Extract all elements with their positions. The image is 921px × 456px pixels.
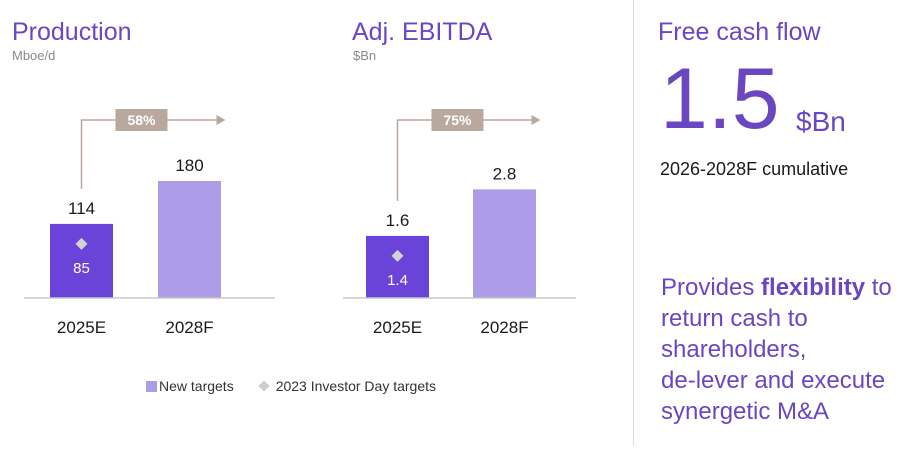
production-growth-badge xyxy=(115,109,168,131)
fcf-text-line3: shareholders, xyxy=(661,336,807,363)
ebitda-growth-badge xyxy=(431,109,484,131)
ebitda-bar-2028f xyxy=(473,189,536,298)
production-category-label: 2028F xyxy=(165,318,213,337)
ebitda-value-label: 1.6 xyxy=(386,211,410,230)
ebitda-bar-2025e xyxy=(366,235,429,298)
production-value-label: 180 xyxy=(175,156,203,175)
fcf-subtitle: 2026-2028F cumulative xyxy=(660,159,849,179)
ebitda-growth-arrowhead xyxy=(531,115,541,125)
production-growth-arrowhead xyxy=(216,115,226,125)
production-chart: 114 2025E 180 2028F 85 58% xyxy=(24,109,275,337)
panel-divider xyxy=(633,0,634,446)
ebitda-unit: $Bn xyxy=(353,48,377,63)
fcf-value: 1.5 xyxy=(660,51,780,147)
production-title: Production xyxy=(12,18,132,46)
ebitda-category-label: 2025E xyxy=(373,318,422,337)
production-category-label: 2025E xyxy=(57,318,106,337)
production-investor-day-diamond xyxy=(75,237,88,250)
fcf-text-bold: flexibility xyxy=(761,274,866,301)
legend-diamond-icon xyxy=(258,380,270,392)
legend: New targets 2023 Investor Day targets xyxy=(146,378,436,394)
ebitda-chart: 1.6 2025E 2.8 2028F 1.4 75% xyxy=(343,109,576,337)
ebitda-growth-arrow-line xyxy=(396,119,533,201)
ebitda-value-label: 2.8 xyxy=(493,164,517,183)
production-value-label: 114 xyxy=(68,199,95,218)
production-growth-label: 58% xyxy=(127,112,156,128)
production-unit: Mboe/d xyxy=(12,48,56,63)
fcf-text-line5: synergetic M&A xyxy=(661,398,830,425)
fcf-text-line4: de-lever and execute xyxy=(661,367,886,394)
fcf-title: Free cash flow xyxy=(658,18,821,46)
fcf-text-pre: Provides xyxy=(661,274,762,301)
fcf-text-line2: return cash to xyxy=(661,305,808,332)
fcf-description: Provides flexibility to return cash to s… xyxy=(661,272,919,427)
legend-new-targets-label: New targets xyxy=(159,378,234,394)
ebitda-growth-label: 75% xyxy=(443,112,472,128)
ebitda-title: Adj. EBITDA xyxy=(352,18,493,46)
production-investor-day-value: 85 xyxy=(73,260,90,277)
production-bar-2028f xyxy=(158,181,221,298)
ebitda-investor-day-value: 1.4 xyxy=(387,272,408,289)
fcf-text-post: to xyxy=(865,274,892,301)
ebitda-category-label: 2028F xyxy=(480,318,528,337)
ebitda-investor-day-diamond xyxy=(391,249,404,262)
fcf-unit: $Bn xyxy=(796,106,846,137)
legend-investor-day-label: 2023 Investor Day targets xyxy=(275,378,437,394)
legend-new-targets-swatch xyxy=(146,380,157,392)
production-growth-arrow-line xyxy=(80,119,218,189)
production-bar-2025e xyxy=(50,223,113,298)
